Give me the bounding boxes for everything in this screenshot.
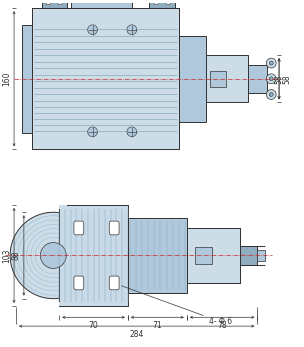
Bar [240, 246, 257, 265]
Text: 71: 71 [153, 321, 162, 330]
Bar [187, 228, 240, 283]
Circle shape [266, 90, 276, 99]
FancyBboxPatch shape [109, 221, 119, 235]
Bar [71, 0, 132, 8]
Circle shape [46, 0, 51, 5]
Circle shape [88, 25, 98, 35]
Text: 103: 103 [2, 248, 11, 263]
Bar [59, 302, 67, 305]
Circle shape [127, 127, 137, 137]
Bar [150, 0, 175, 8]
Bar [210, 71, 226, 87]
Circle shape [88, 127, 98, 137]
Bar [59, 205, 67, 209]
FancyBboxPatch shape [109, 276, 119, 290]
Bar [206, 55, 248, 102]
Circle shape [10, 212, 96, 299]
Circle shape [127, 25, 137, 35]
Bar [195, 247, 212, 264]
Text: 4- Φ 6: 4- Φ 6 [122, 286, 232, 326]
Bar [32, 8, 179, 150]
Circle shape [266, 58, 276, 68]
Bar [128, 218, 187, 293]
FancyBboxPatch shape [74, 276, 84, 290]
Bar [22, 25, 32, 133]
Circle shape [269, 61, 273, 65]
Text: 284: 284 [130, 330, 144, 339]
Bar [32, 8, 179, 150]
Circle shape [40, 243, 66, 269]
Bar [179, 36, 206, 122]
Circle shape [266, 74, 276, 84]
Text: 78: 78 [217, 321, 227, 330]
Circle shape [154, 0, 159, 5]
Circle shape [58, 0, 63, 5]
Bar [257, 249, 265, 261]
Text: 160: 160 [2, 71, 11, 86]
Text: 88: 88 [12, 251, 21, 260]
Bar [59, 205, 128, 305]
FancyBboxPatch shape [74, 221, 84, 235]
Circle shape [269, 93, 273, 96]
Bar [248, 65, 267, 93]
Circle shape [269, 77, 273, 81]
Text: 70: 70 [89, 321, 98, 330]
Bar [42, 0, 67, 8]
Text: 58: 58 [274, 74, 283, 84]
Circle shape [166, 0, 171, 5]
Text: 58: 58 [282, 74, 291, 84]
